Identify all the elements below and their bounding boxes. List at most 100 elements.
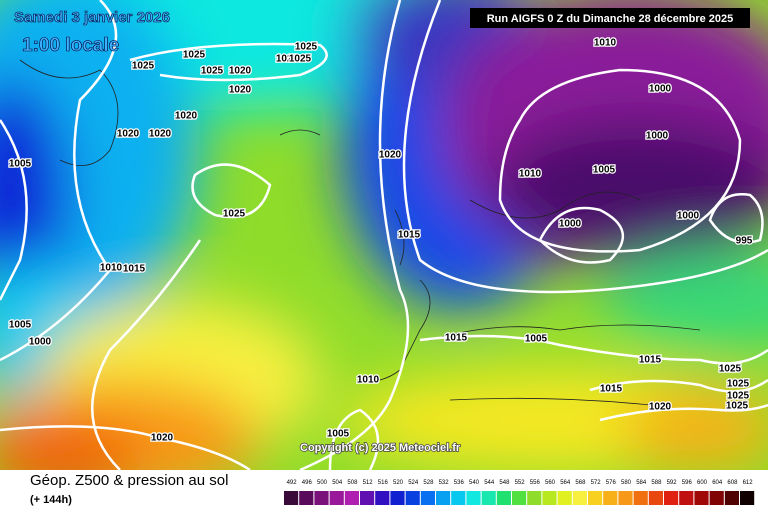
isobar-label: 1000 xyxy=(677,211,700,222)
scale-label: 496 xyxy=(302,480,313,486)
isobar-label: 1005 xyxy=(327,429,350,440)
isobar-label: 1025 xyxy=(719,364,742,375)
scale-label: 504 xyxy=(332,480,343,486)
scale-swatch xyxy=(512,491,527,505)
scale-swatch xyxy=(481,491,496,505)
scale-swatch xyxy=(436,491,451,505)
scale-swatch xyxy=(618,491,633,505)
scale-label: 592 xyxy=(667,480,678,486)
scale-swatch xyxy=(375,491,390,505)
isobar-label: 1015 xyxy=(445,333,468,344)
scale-swatch xyxy=(664,491,679,505)
isobar-label: 1020 xyxy=(649,402,672,413)
scale-swatch xyxy=(694,491,709,505)
scale-swatch xyxy=(329,491,344,505)
map-field xyxy=(0,0,768,470)
scale-swatch xyxy=(284,491,299,505)
isobar-label: 1015 xyxy=(398,230,421,241)
scale-swatch xyxy=(314,491,329,505)
scale-label: 612 xyxy=(743,480,754,486)
run-box xyxy=(470,8,750,28)
scale-label: 580 xyxy=(621,480,632,486)
isobar-label: 1020 xyxy=(229,85,252,96)
isobar-label: 1010 xyxy=(357,375,380,386)
isobar-label: 1025 xyxy=(726,401,749,412)
isobar-label: 1025 xyxy=(727,379,750,390)
isobar-label: 1000 xyxy=(559,219,582,230)
scale-label: 540 xyxy=(469,480,480,486)
isobar-label: 1005 xyxy=(525,334,548,345)
scale-swatch xyxy=(740,491,755,505)
time-label: 1:00 locale xyxy=(22,35,119,56)
isobar-label: 1020 xyxy=(151,433,174,444)
scale-label: 588 xyxy=(651,480,662,486)
scale-swatch xyxy=(360,491,375,505)
isobar-label: 1005 xyxy=(9,320,32,331)
isobar-label: 1000 xyxy=(646,131,669,142)
scale-label: 536 xyxy=(454,480,465,486)
footer-title: Géop. Z500 & pression au sol xyxy=(30,472,228,489)
scale-swatch xyxy=(557,491,572,505)
isobar-label: 1020 xyxy=(379,150,402,161)
scale-label: 516 xyxy=(378,480,389,486)
color-scale: 492 496 500 504 508 512 516 520 524 528 532 536 540 5… xyxy=(284,480,755,505)
scale-swatch xyxy=(603,491,618,505)
scale-label: 604 xyxy=(712,480,723,486)
scale-swatch xyxy=(527,491,542,505)
scale-label: 520 xyxy=(393,480,404,486)
isobar-label: 1005 xyxy=(593,165,616,176)
isobar-label: 1010 xyxy=(519,169,542,180)
scale-swatch xyxy=(390,491,405,505)
scale-label: 576 xyxy=(606,480,617,486)
scale-label: 556 xyxy=(530,480,541,486)
scale-swatch xyxy=(405,491,420,505)
scale-label: 528 xyxy=(423,480,434,486)
isobar-label: 1020 xyxy=(175,111,198,122)
isobar-label: 1005 xyxy=(9,159,32,170)
scale-label: 564 xyxy=(560,480,571,486)
isobar-label: 1025 xyxy=(289,54,312,65)
scale-label: 600 xyxy=(697,480,708,486)
isobar-label: 1015 xyxy=(123,264,146,275)
scale-swatch xyxy=(633,491,648,505)
scale-label: 544 xyxy=(484,480,495,486)
footer-lead: (+ 144h) xyxy=(30,494,72,506)
isobar-label: 1025 xyxy=(295,42,318,53)
run-label: Run AIGFS 0 Z du Dimanche 28 décembre 20… xyxy=(487,13,734,25)
scale-label: 560 xyxy=(545,480,556,486)
scale-swatch xyxy=(344,491,359,505)
scale-label: 608 xyxy=(727,480,738,486)
scale-label: 596 xyxy=(682,480,693,486)
scale-label: 512 xyxy=(363,480,374,486)
date-label: Samedi 3 janvier 2026 xyxy=(14,9,170,26)
isobar-label: 1015 xyxy=(600,384,623,395)
isobar-label: 1020 xyxy=(117,129,140,140)
isobar-label: 1010 xyxy=(100,263,123,274)
isobar-label: 1010 xyxy=(594,38,617,49)
scale-label: 508 xyxy=(347,480,358,486)
isobar-label: 1025 xyxy=(223,209,246,220)
scale-label: 548 xyxy=(499,480,510,486)
isobar-label: 1025 xyxy=(201,66,224,77)
isobar-label: 1015 xyxy=(639,355,662,366)
scale-label: 532 xyxy=(439,480,450,486)
scale-swatch xyxy=(299,491,314,505)
scale-label: 572 xyxy=(591,480,602,486)
isobar-label: 1025 xyxy=(727,391,750,402)
copyright: Copyright (c) 2025 Meteociel.fr xyxy=(300,442,461,454)
scale-label: 500 xyxy=(317,480,328,486)
isobar-label: 1000 xyxy=(29,337,52,348)
scale-label: 524 xyxy=(408,480,419,486)
scale-swatch xyxy=(724,491,739,505)
scale-swatch xyxy=(679,491,694,505)
isobar-label: 1025 xyxy=(183,50,206,61)
isobar-label: 1020 xyxy=(229,66,252,77)
isobar-label: 1020 xyxy=(149,129,172,140)
isobar-label: 1020 xyxy=(276,54,299,65)
scale-swatch xyxy=(420,491,435,505)
scale-label: 568 xyxy=(575,480,586,486)
scale-swatch xyxy=(542,491,557,505)
scale-swatch xyxy=(709,491,724,505)
